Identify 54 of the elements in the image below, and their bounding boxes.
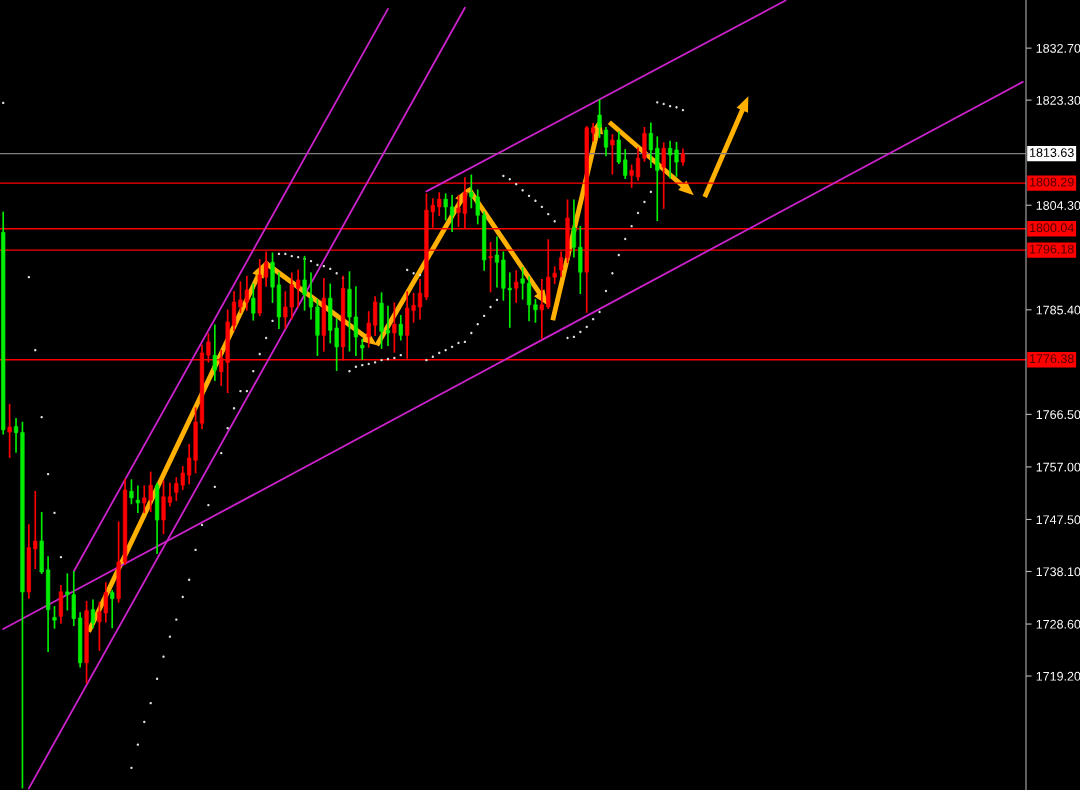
candlestick (161, 480, 166, 535)
candlestick (13, 417, 19, 453)
candlestick (520, 266, 525, 300)
y-tick-label: 1785.40 (1036, 305, 1080, 315)
y-tick-label: 1766.50 (1036, 410, 1080, 420)
ref-line-label: 1813.63 (1030, 148, 1074, 157)
candlestick (623, 149, 628, 179)
candlestick (449, 195, 455, 233)
candlestick (373, 296, 378, 337)
candlestick (437, 192, 442, 217)
candlestick (33, 490, 38, 569)
candlestick (648, 122, 653, 168)
y-tick-label: 1757.00 (1036, 462, 1080, 472)
candlestick (494, 236, 500, 288)
candlestick (514, 270, 519, 303)
candlestick (296, 269, 301, 308)
candlestick (231, 291, 237, 332)
candlestick (539, 279, 544, 339)
candlestick (597, 99, 602, 139)
candlestick (610, 134, 615, 175)
y-tick-label: 1719.20 (1036, 671, 1080, 681)
candlestick (52, 606, 57, 629)
y-tick-label: 1823.30 (1036, 95, 1080, 105)
candlestick (571, 199, 577, 258)
ref-line-label: 1776.38 (1030, 354, 1074, 364)
y-tick-label: 1738.10 (1036, 567, 1080, 577)
candlestick (251, 283, 256, 321)
candlestick (129, 479, 134, 505)
candlestick (533, 299, 538, 323)
ref-line-label: 1796.18 (1030, 244, 1074, 254)
candlestick (366, 311, 371, 348)
candlestick (360, 338, 365, 360)
candlestick (392, 302, 397, 353)
candlestick (308, 272, 314, 320)
candlestick (526, 276, 532, 322)
y-tick-label: 1747.50 (1036, 515, 1080, 525)
candlestick (167, 482, 173, 507)
candlestick (212, 324, 217, 381)
candlestick (385, 305, 391, 347)
candlestick (603, 126, 609, 157)
candlestick (398, 315, 403, 341)
candlestick (7, 404, 12, 458)
y-tick-label: 1804.30 (1036, 201, 1080, 210)
candlestick (443, 193, 448, 221)
y-tick-label: 1832.70 (1036, 43, 1080, 53)
candlestick (90, 599, 96, 629)
candlestick (417, 279, 423, 320)
candlestick (616, 131, 621, 165)
ref-line-label: 1800.04 (1030, 223, 1074, 233)
y-tick-label: 1728.60 (1036, 619, 1080, 629)
candlestick (110, 590, 115, 629)
ref-line-label: 1808.29 (1030, 177, 1074, 187)
candlestick (135, 485, 140, 514)
candlestick (655, 136, 660, 222)
